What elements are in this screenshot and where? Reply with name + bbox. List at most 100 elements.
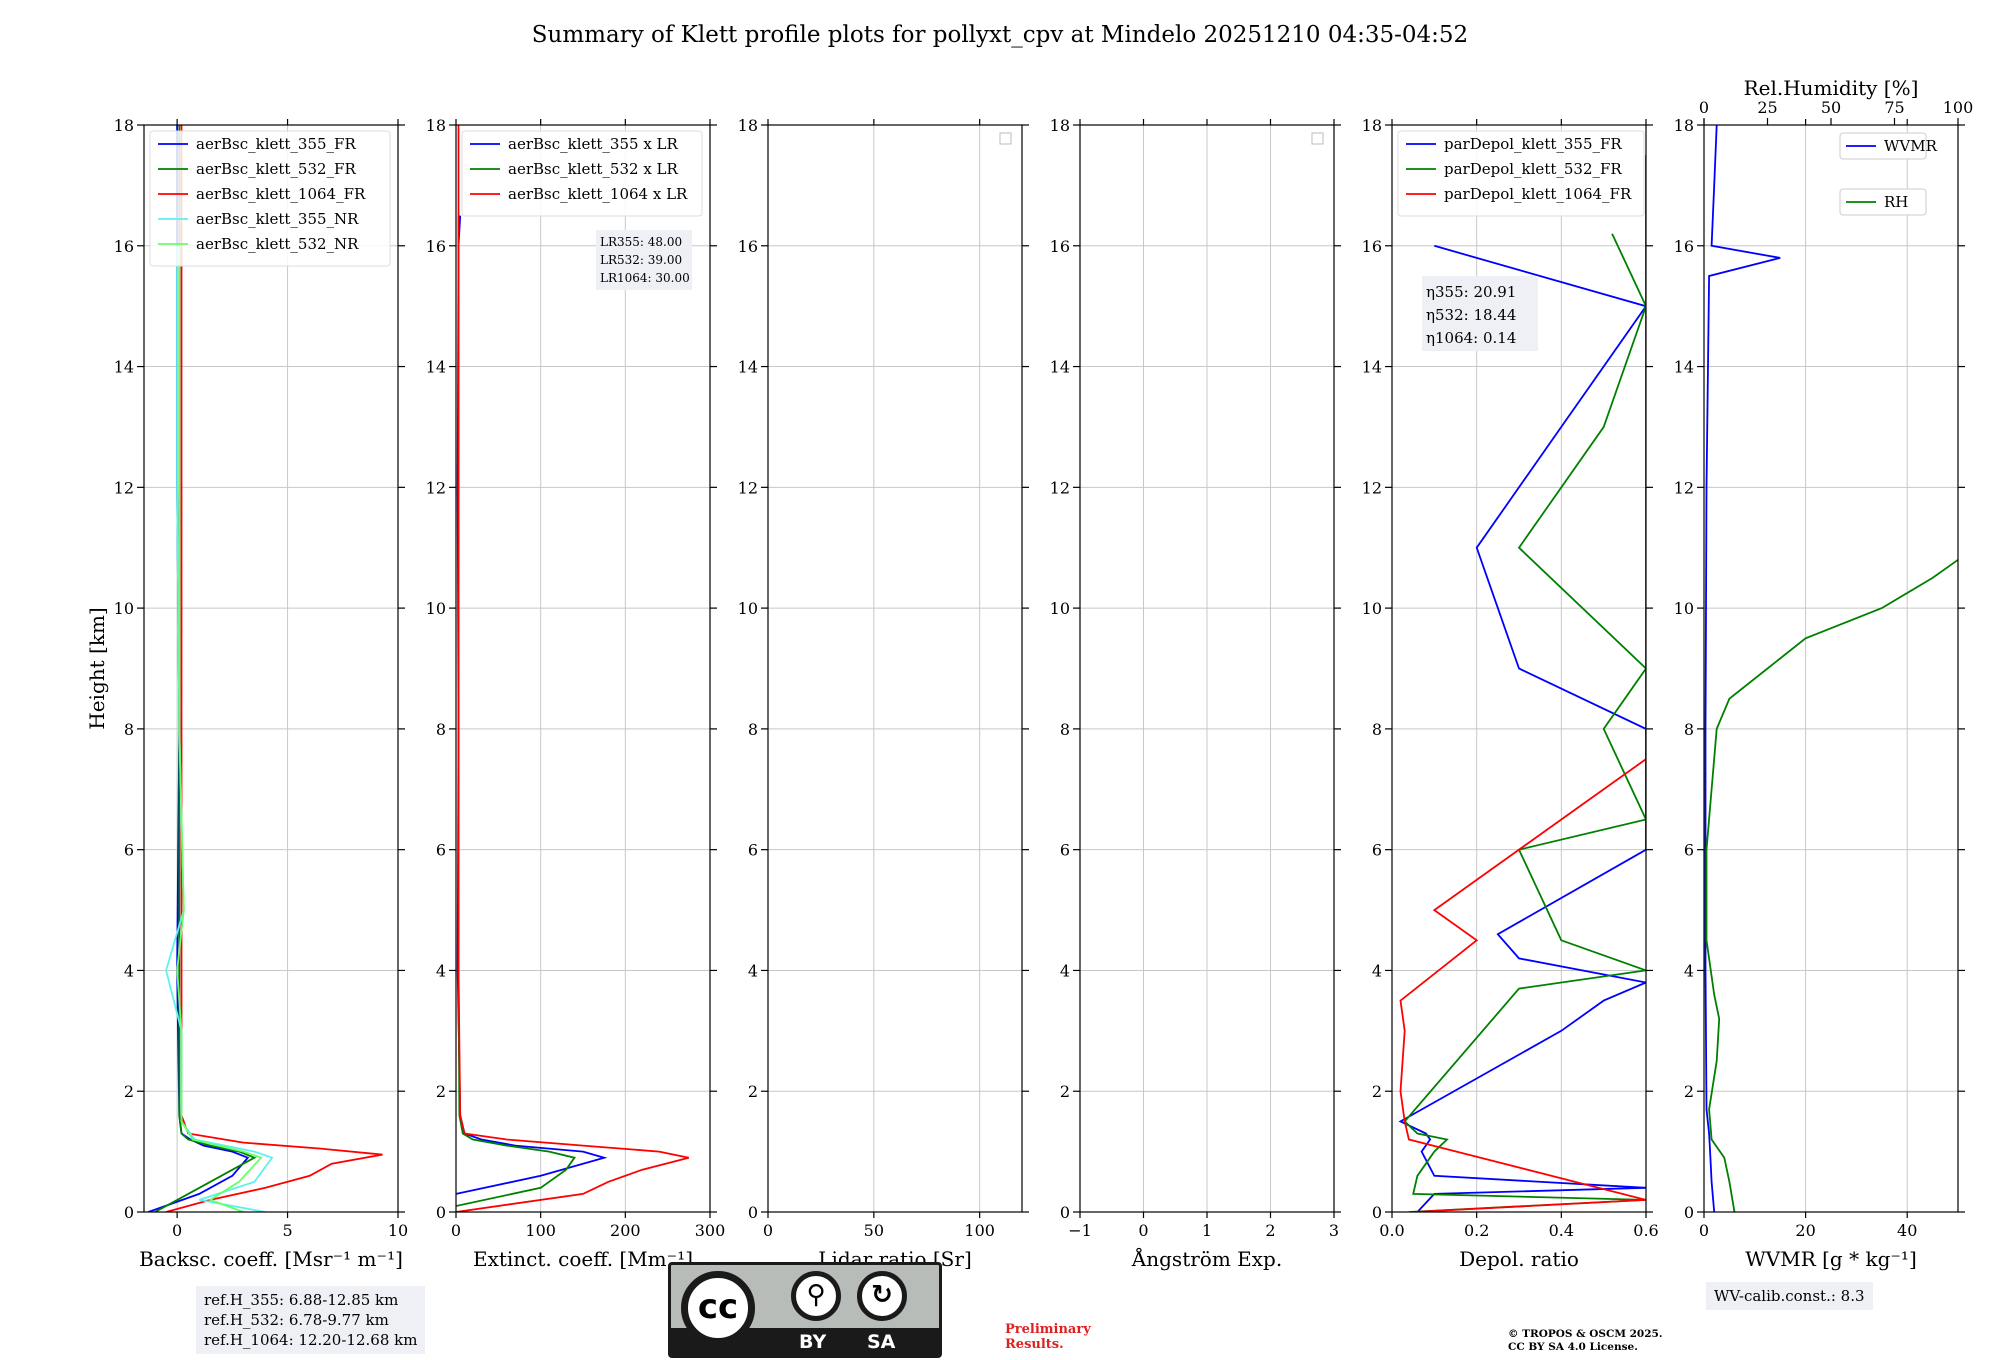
legend-label: aerBsc_klett_355_FR (196, 135, 356, 153)
y-tick-label: 16 (1362, 237, 1382, 256)
x-axis-label: WVMR [g * kg⁻¹] (1745, 1247, 1917, 1271)
y-tick-label: 4 (1060, 961, 1070, 980)
y-axis-label: Height [km] (85, 607, 109, 729)
annotation-text: LR355: 48.00 (600, 235, 682, 249)
panel-frame (1703, 124, 1959, 1213)
y-tick-label: 14 (738, 358, 758, 377)
x-axis-label: Backsc. coeff. [Msr⁻¹ m⁻¹] (139, 1247, 403, 1271)
reference-height-box: ref.H_355: 6.88-12.85 km ref.H_532: 6.78… (196, 1286, 426, 1354)
top-tick-label: 50 (1821, 98, 1841, 117)
x-tick-label: 2 (1265, 1221, 1275, 1240)
y-tick-label: 4 (124, 961, 134, 980)
x-axis-label: Depol. ratio (1459, 1247, 1579, 1271)
series-line-5 (176, 245, 263, 1212)
panel-frame (143, 124, 399, 1213)
y-tick-label: 6 (1372, 841, 1382, 860)
series-line-2 (456, 215, 576, 1207)
panel-frame (1391, 124, 1647, 1213)
ref-height-532: ref.H_532: 6.78-9.77 km (204, 1311, 389, 1329)
y-tick-label: 0 (436, 1203, 446, 1222)
x-tick-label: 0.4 (1549, 1221, 1574, 1240)
series-line-1 (148, 125, 250, 1212)
x-tick-label: 0.0 (1379, 1221, 1404, 1240)
y-tick-label: 8 (1060, 720, 1070, 739)
y-tick-label: 6 (1060, 841, 1070, 860)
y-tick-label: 12 (114, 478, 134, 497)
x-tick-label: 3 (1329, 1221, 1339, 1240)
top-axis-label: Rel.Humidity [%] (1744, 76, 1919, 100)
y-tick-label: 2 (1060, 1082, 1070, 1101)
x-tick-label: 0 (1699, 1221, 1709, 1240)
legend-label: aerBsc_klett_1064 x LR (508, 185, 688, 203)
x-tick-label: 20 (1795, 1221, 1815, 1240)
by-person-icon: ⚲ (791, 1271, 841, 1321)
y-tick-label: 0 (1684, 1203, 1694, 1222)
x-axis-label: Extinct. coeff. [Mm⁻¹] (473, 1247, 693, 1271)
y-tick-label: 2 (1372, 1082, 1382, 1101)
y-tick-label: 8 (748, 720, 758, 739)
y-tick-label: 10 (738, 599, 758, 618)
y-tick-label: 18 (426, 116, 446, 135)
panel-frame (455, 124, 711, 1213)
x-tick-label: 0 (172, 1221, 182, 1240)
x-tick-label: 0 (451, 1221, 461, 1240)
legend-box (149, 130, 391, 267)
x-tick-label: 0.6 (1633, 1221, 1658, 1240)
annotation-text: η532: 18.44 (1426, 306, 1516, 324)
y-tick-label: 8 (436, 720, 446, 739)
cc-license-badge: cc ⚲ ↻ BY SA (668, 1262, 942, 1358)
series-line-1 (456, 215, 608, 1195)
series-line-1 (1398, 244, 1646, 1212)
preliminary-note: Preliminary Results. (1005, 1322, 1091, 1352)
y-tick-label: 12 (1050, 478, 1070, 497)
annotation-box (1422, 276, 1538, 351)
x-tick-label: 1 (1202, 1221, 1212, 1240)
annotation-text: η1064: 0.14 (1426, 329, 1516, 347)
copyright-line1: © TROPOS & OSCM 2025. (1508, 1328, 1663, 1340)
y-tick-label: 2 (124, 1082, 134, 1101)
x-tick-label: 40 (1897, 1221, 1917, 1240)
figure-title: Summary of Klett profile plots for polly… (531, 22, 1469, 48)
x-tick-label: 10 (388, 1221, 408, 1240)
series-line-3 (165, 125, 383, 1212)
x-tick-label: 0 (1138, 1221, 1148, 1240)
y-tick-label: 18 (1362, 116, 1382, 135)
legend-label: aerBsc_klett_1064_FR (196, 185, 366, 203)
x-axis-label: Ångström Exp. (1131, 1246, 1282, 1271)
y-tick-label: 14 (1050, 358, 1070, 377)
copyright-line2: CC BY SA 4.0 License. (1508, 1341, 1638, 1353)
y-tick-label: 16 (1674, 237, 1694, 256)
empty-legend-box (1311, 132, 1324, 145)
top-tick-label: 100 (1943, 98, 1974, 117)
y-tick-label: 10 (1050, 599, 1070, 618)
y-tick-label: 0 (1060, 1203, 1070, 1222)
x-tick-label: −1 (1068, 1221, 1092, 1240)
legend-label: parDepol_klett_1064_FR (1444, 185, 1632, 203)
cc-icon: cc (681, 1271, 755, 1345)
y-tick-label: 4 (1372, 961, 1382, 980)
legend-box (1839, 132, 1927, 160)
panel-5: 0.0 0.2 0.4 0.6 Depol. ratio 0 2 4 6 8 10 12 14 16 18 p… (1362, 116, 1659, 1271)
legend-label: aerBsc_klett_532 x LR (508, 160, 679, 178)
y-tick-label: 6 (436, 841, 446, 860)
y-tick-label: 8 (1684, 720, 1694, 739)
wv-calibration-box: WV-calib.const.: 8.3 (1706, 1282, 1873, 1310)
y-tick-label: 10 (426, 599, 446, 618)
y-tick-label: 4 (1684, 961, 1694, 980)
y-tick-label: 16 (114, 237, 134, 256)
y-tick-label: 18 (1674, 116, 1694, 135)
legend-box (1839, 188, 1927, 216)
legend-box (1397, 130, 1645, 217)
y-tick-label: 0 (748, 1203, 758, 1222)
y-tick-label: 6 (124, 841, 134, 860)
y-tick-label: 16 (738, 237, 758, 256)
y-tick-label: 14 (426, 358, 446, 377)
y-tick-label: 8 (1372, 720, 1382, 739)
legend-label: aerBsc_klett_532_FR (196, 160, 356, 178)
x-tick-label: 50 (864, 1221, 884, 1240)
y-tick-label: 10 (114, 599, 134, 618)
legend-label: parDepol_klett_532_FR (1444, 160, 1622, 178)
